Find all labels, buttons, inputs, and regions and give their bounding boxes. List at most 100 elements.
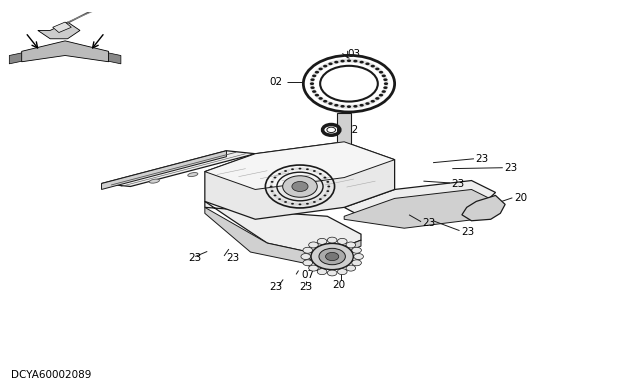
- Circle shape: [347, 105, 351, 108]
- Circle shape: [323, 65, 327, 67]
- Circle shape: [283, 176, 317, 197]
- Circle shape: [365, 102, 370, 105]
- Polygon shape: [205, 207, 361, 264]
- Polygon shape: [344, 190, 495, 228]
- Polygon shape: [9, 45, 59, 64]
- Circle shape: [271, 181, 273, 183]
- Circle shape: [365, 62, 370, 65]
- Circle shape: [319, 97, 323, 100]
- Circle shape: [270, 186, 273, 187]
- Circle shape: [278, 198, 281, 200]
- Polygon shape: [205, 201, 361, 255]
- Text: 20: 20: [332, 280, 345, 290]
- Text: 23: 23: [451, 178, 464, 188]
- Polygon shape: [22, 41, 108, 62]
- Circle shape: [326, 252, 339, 260]
- Circle shape: [311, 243, 353, 270]
- Circle shape: [306, 168, 309, 170]
- Polygon shape: [102, 151, 226, 190]
- Circle shape: [327, 186, 330, 187]
- Circle shape: [337, 238, 347, 244]
- Circle shape: [381, 90, 386, 93]
- Circle shape: [353, 105, 358, 108]
- Circle shape: [309, 265, 318, 271]
- Ellipse shape: [188, 173, 198, 176]
- Text: 23: 23: [299, 282, 312, 292]
- Circle shape: [371, 65, 375, 67]
- Circle shape: [329, 62, 333, 65]
- Circle shape: [284, 201, 287, 203]
- Circle shape: [326, 181, 329, 183]
- Circle shape: [337, 269, 347, 275]
- Circle shape: [334, 104, 339, 106]
- Circle shape: [326, 190, 329, 192]
- Circle shape: [324, 176, 326, 178]
- Circle shape: [309, 242, 318, 248]
- Circle shape: [383, 86, 388, 89]
- Circle shape: [371, 100, 375, 103]
- Circle shape: [353, 60, 358, 62]
- Circle shape: [312, 90, 316, 93]
- Polygon shape: [337, 113, 352, 154]
- Circle shape: [298, 168, 301, 170]
- Circle shape: [306, 203, 309, 205]
- Polygon shape: [205, 142, 394, 219]
- Text: 23: 23: [226, 253, 240, 263]
- Circle shape: [381, 75, 386, 77]
- Circle shape: [311, 86, 315, 89]
- Text: 23: 23: [188, 253, 202, 263]
- Circle shape: [352, 247, 361, 253]
- Circle shape: [346, 265, 356, 271]
- Text: 03: 03: [348, 49, 361, 59]
- Circle shape: [315, 71, 319, 74]
- Circle shape: [327, 237, 337, 243]
- Circle shape: [278, 173, 281, 175]
- Circle shape: [354, 253, 363, 260]
- Circle shape: [324, 68, 373, 99]
- Circle shape: [379, 71, 383, 74]
- Circle shape: [360, 61, 364, 63]
- Text: 20: 20: [514, 194, 527, 204]
- Text: 06: 06: [314, 257, 327, 267]
- Circle shape: [340, 105, 345, 108]
- Circle shape: [291, 168, 294, 170]
- Polygon shape: [38, 22, 80, 39]
- Circle shape: [298, 204, 301, 205]
- Circle shape: [379, 94, 383, 96]
- Circle shape: [292, 182, 308, 192]
- Ellipse shape: [149, 179, 159, 183]
- Circle shape: [329, 102, 333, 105]
- Circle shape: [301, 253, 311, 260]
- Circle shape: [375, 68, 379, 70]
- Circle shape: [319, 198, 322, 200]
- Circle shape: [375, 97, 379, 100]
- Circle shape: [317, 238, 327, 244]
- Circle shape: [271, 190, 273, 192]
- Polygon shape: [71, 45, 121, 64]
- Circle shape: [384, 82, 388, 85]
- Text: 07: 07: [301, 270, 314, 280]
- Polygon shape: [102, 151, 255, 187]
- Circle shape: [315, 94, 319, 96]
- Circle shape: [323, 100, 327, 103]
- Circle shape: [334, 61, 339, 63]
- Text: DCYA60002089: DCYA60002089: [11, 370, 92, 380]
- Text: 02: 02: [269, 77, 282, 87]
- Circle shape: [383, 78, 388, 81]
- Text: 05: 05: [314, 262, 327, 272]
- Circle shape: [312, 75, 316, 77]
- Text: 23: 23: [504, 163, 518, 173]
- Circle shape: [303, 260, 312, 266]
- Polygon shape: [462, 195, 505, 221]
- Circle shape: [360, 104, 364, 106]
- Circle shape: [324, 195, 326, 196]
- Circle shape: [340, 60, 345, 62]
- Circle shape: [291, 203, 294, 205]
- Text: 23: 23: [270, 282, 283, 292]
- Circle shape: [319, 248, 345, 265]
- Circle shape: [327, 270, 337, 276]
- Circle shape: [273, 176, 277, 178]
- Polygon shape: [53, 22, 71, 33]
- Circle shape: [284, 170, 287, 172]
- Circle shape: [317, 269, 327, 275]
